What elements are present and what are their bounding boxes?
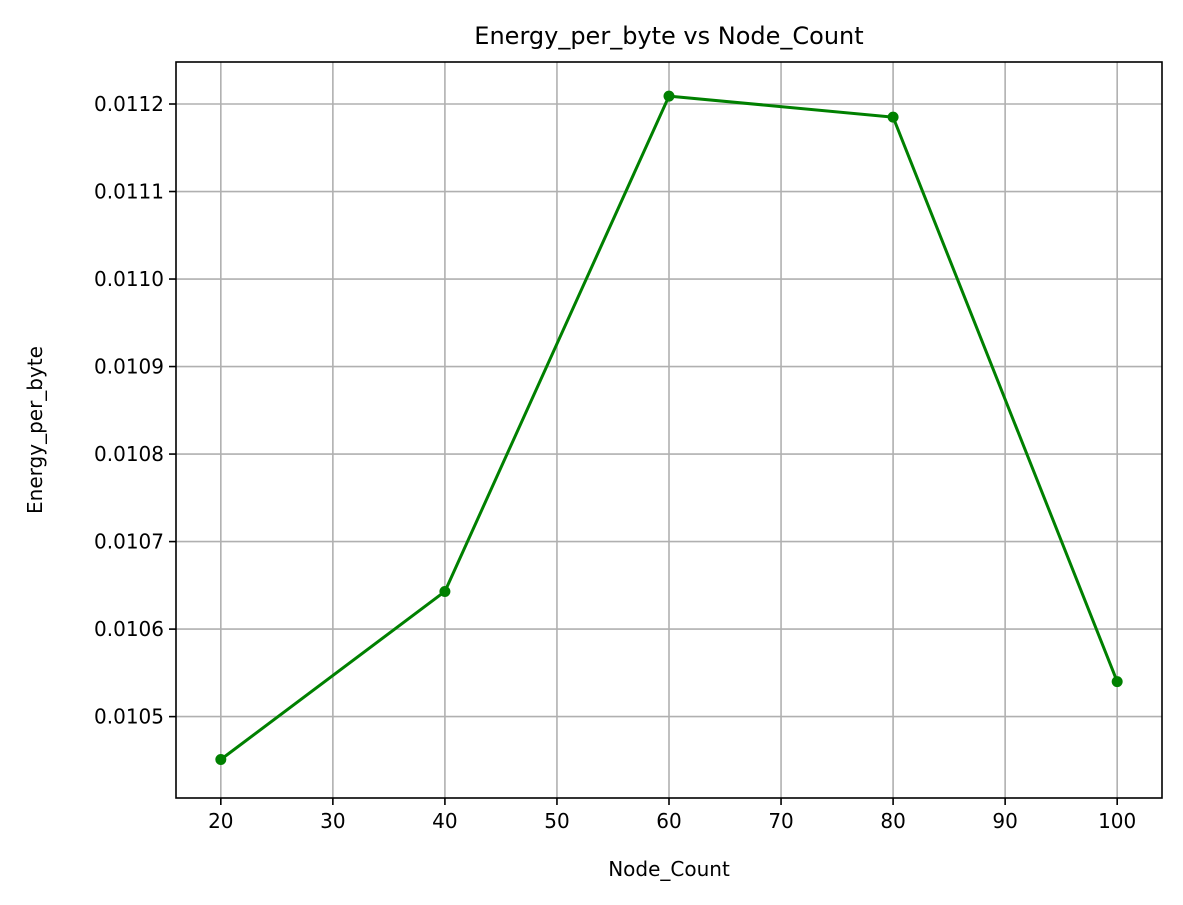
x-tick-label: 30: [320, 809, 345, 833]
x-tick-label: 50: [544, 809, 569, 833]
x-tick-label: 100: [1098, 809, 1136, 833]
x-axis-label: Node_Count: [608, 857, 730, 881]
data-point: [215, 753, 227, 765]
y-tick-label: 0.0107: [94, 530, 164, 554]
x-tick-label: 60: [656, 809, 681, 833]
y-axis-label: Energy_per_byte: [23, 346, 47, 514]
series-layer: [215, 90, 1123, 765]
chart-title: Energy_per_byte vs Node_Count: [474, 22, 863, 50]
y-tick-label: 0.0105: [94, 705, 164, 729]
ticks: 20 30 40 50 60 70 80 90 100 0.0105 0.0106 0.0107 0.0…: [94, 92, 1136, 833]
y-tick-label: 0.0112: [94, 92, 164, 116]
x-tick-label: 20: [208, 809, 233, 833]
x-tick-label: 80: [880, 809, 905, 833]
data-point: [887, 111, 899, 123]
grid: [176, 62, 1162, 798]
y-tick-label: 0.0106: [94, 617, 164, 641]
data-point: [1111, 676, 1123, 688]
data-point: [439, 585, 451, 597]
data-point: [663, 90, 675, 102]
x-tick-label: 70: [768, 809, 793, 833]
y-tick-label: 0.0108: [94, 442, 164, 466]
y-tick-label: 0.0109: [94, 355, 164, 379]
x-tick-label: 40: [432, 809, 457, 833]
y-tick-label: 0.0111: [94, 180, 164, 204]
x-tick-label: 90: [992, 809, 1017, 833]
y-tick-label: 0.0110: [94, 267, 164, 291]
